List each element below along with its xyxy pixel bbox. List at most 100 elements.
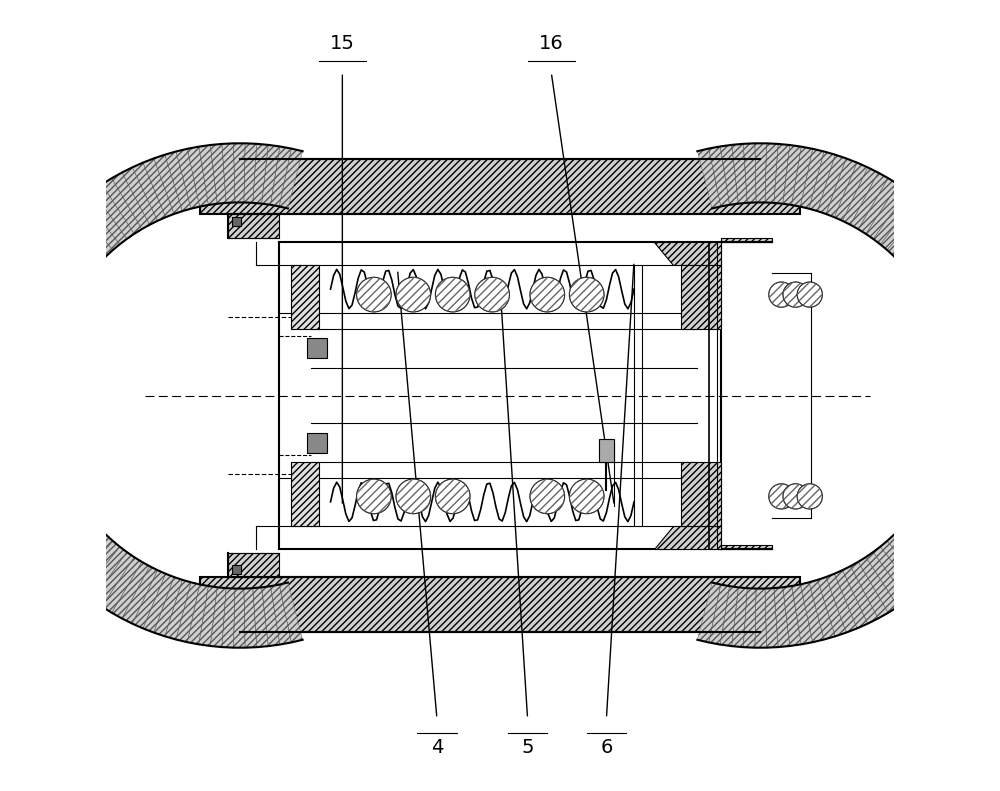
PathPatch shape: [894, 214, 943, 263]
Circle shape: [797, 282, 822, 307]
PathPatch shape: [65, 206, 113, 256]
PathPatch shape: [765, 589, 778, 648]
PathPatch shape: [834, 570, 868, 628]
PathPatch shape: [7, 469, 65, 502]
PathPatch shape: [65, 535, 113, 585]
PathPatch shape: [0, 332, 53, 356]
PathPatch shape: [945, 444, 1000, 470]
Bar: [291, 463, 319, 525]
PathPatch shape: [132, 163, 166, 221]
Bar: [307, 433, 327, 453]
PathPatch shape: [187, 146, 208, 206]
Text: 16: 16: [539, 34, 564, 53]
PathPatch shape: [939, 299, 997, 330]
PathPatch shape: [270, 146, 291, 206]
Text: 4: 4: [431, 738, 443, 757]
PathPatch shape: [0, 378, 47, 391]
PathPatch shape: [945, 321, 1000, 347]
PathPatch shape: [0, 452, 58, 481]
PathPatch shape: [262, 145, 280, 205]
PathPatch shape: [858, 557, 898, 613]
PathPatch shape: [176, 149, 200, 209]
PathPatch shape: [122, 566, 158, 623]
PathPatch shape: [951, 418, 1000, 436]
PathPatch shape: [35, 508, 88, 552]
PathPatch shape: [253, 144, 268, 203]
PathPatch shape: [11, 478, 69, 513]
PathPatch shape: [244, 143, 257, 202]
PathPatch shape: [0, 390, 47, 401]
PathPatch shape: [102, 557, 142, 613]
Bar: [232, 217, 241, 226]
PathPatch shape: [842, 566, 878, 623]
PathPatch shape: [697, 149, 721, 209]
PathPatch shape: [720, 145, 738, 205]
PathPatch shape: [0, 343, 51, 365]
PathPatch shape: [826, 573, 857, 633]
Circle shape: [435, 278, 470, 312]
PathPatch shape: [253, 588, 268, 647]
PathPatch shape: [244, 589, 257, 648]
PathPatch shape: [834, 163, 868, 221]
PathPatch shape: [720, 586, 738, 646]
PathPatch shape: [74, 541, 120, 593]
PathPatch shape: [17, 268, 73, 305]
PathPatch shape: [783, 145, 801, 205]
Circle shape: [569, 479, 604, 513]
PathPatch shape: [0, 444, 55, 470]
PathPatch shape: [0, 366, 48, 382]
PathPatch shape: [906, 230, 958, 276]
Circle shape: [797, 484, 822, 509]
PathPatch shape: [873, 191, 917, 244]
PathPatch shape: [112, 562, 150, 619]
PathPatch shape: [49, 522, 100, 570]
PathPatch shape: [900, 221, 951, 269]
PathPatch shape: [102, 178, 142, 234]
PathPatch shape: [912, 508, 965, 552]
PathPatch shape: [931, 478, 989, 513]
PathPatch shape: [74, 198, 120, 250]
PathPatch shape: [28, 501, 83, 543]
PathPatch shape: [942, 452, 1000, 481]
Circle shape: [475, 278, 509, 312]
Polygon shape: [654, 242, 721, 266]
PathPatch shape: [783, 586, 801, 646]
PathPatch shape: [952, 366, 1000, 382]
PathPatch shape: [947, 332, 1000, 356]
PathPatch shape: [0, 321, 55, 347]
PathPatch shape: [697, 582, 721, 642]
PathPatch shape: [0, 409, 48, 425]
PathPatch shape: [935, 289, 993, 322]
PathPatch shape: [917, 501, 972, 543]
PathPatch shape: [755, 143, 767, 202]
PathPatch shape: [122, 168, 158, 225]
PathPatch shape: [199, 586, 217, 646]
PathPatch shape: [187, 585, 208, 645]
PathPatch shape: [35, 239, 88, 283]
PathPatch shape: [922, 494, 978, 533]
PathPatch shape: [42, 230, 94, 276]
PathPatch shape: [949, 343, 1000, 365]
PathPatch shape: [818, 577, 846, 636]
PathPatch shape: [279, 149, 303, 209]
PathPatch shape: [842, 168, 878, 225]
PathPatch shape: [887, 535, 935, 585]
Circle shape: [769, 282, 794, 307]
PathPatch shape: [732, 144, 747, 203]
PathPatch shape: [262, 586, 280, 646]
PathPatch shape: [927, 486, 983, 523]
Circle shape: [396, 278, 431, 312]
PathPatch shape: [49, 221, 100, 269]
PathPatch shape: [92, 552, 134, 607]
PathPatch shape: [732, 588, 747, 647]
PathPatch shape: [222, 143, 235, 202]
Circle shape: [396, 479, 431, 513]
PathPatch shape: [880, 541, 926, 593]
Bar: [200, 577, 800, 632]
PathPatch shape: [176, 582, 200, 642]
PathPatch shape: [279, 582, 303, 642]
PathPatch shape: [83, 191, 127, 244]
Circle shape: [530, 479, 565, 513]
PathPatch shape: [132, 570, 166, 628]
PathPatch shape: [743, 589, 756, 648]
